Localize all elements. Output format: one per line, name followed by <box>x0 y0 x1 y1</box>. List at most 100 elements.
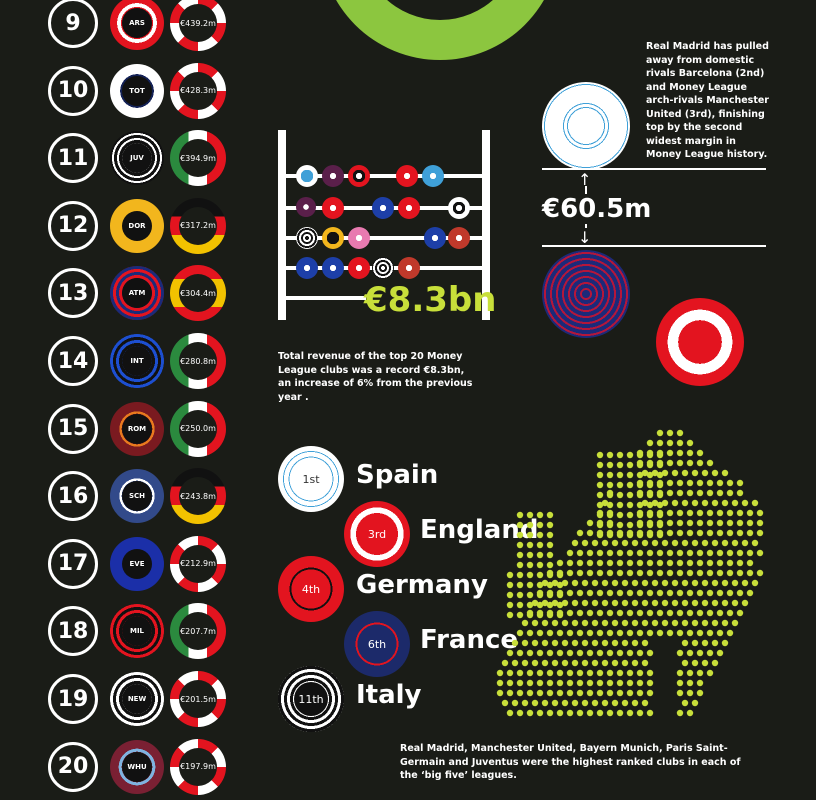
map-dot <box>616 669 624 677</box>
map-dot <box>626 709 634 717</box>
map-dot <box>596 521 604 529</box>
arrow-up-icon: ↑ <box>578 170 592 189</box>
map-dot <box>616 689 624 697</box>
map-dot <box>581 579 589 587</box>
map-dot <box>686 709 694 717</box>
map-dot <box>621 599 629 607</box>
map-dot <box>581 659 589 667</box>
map-dot <box>516 581 524 589</box>
revenue-badge: €207.7m <box>170 603 226 660</box>
spain-badge <box>278 446 344 512</box>
map-dot <box>636 521 644 529</box>
rank-number: 17 <box>48 538 98 589</box>
map-dot <box>536 669 544 677</box>
club-code: JUV <box>122 143 152 174</box>
man-utd-badge <box>656 298 744 386</box>
map-dot <box>591 639 599 647</box>
map-dot <box>506 581 514 589</box>
map-dot <box>671 499 679 507</box>
map-dot <box>616 481 624 489</box>
map-dot <box>566 709 574 717</box>
map-dot <box>676 709 684 717</box>
map-dot <box>606 471 614 479</box>
map-dot <box>716 519 724 527</box>
club-badge: MIL <box>110 604 164 659</box>
map-dot <box>746 549 754 557</box>
germany-label: Germany <box>356 570 488 600</box>
map-dot <box>746 529 754 537</box>
map-dot <box>661 619 669 627</box>
map-dot <box>586 519 594 527</box>
map-dot <box>546 689 554 697</box>
map-dot <box>516 611 524 619</box>
map-dot <box>676 519 684 527</box>
rank-number: 10 <box>48 65 98 116</box>
map-dot <box>626 629 634 637</box>
map-dot <box>561 619 569 627</box>
revenue-value: €439.2m <box>179 4 217 42</box>
map-dot <box>616 629 624 637</box>
map-dot <box>656 559 664 567</box>
map-dot <box>706 609 714 617</box>
map-dot <box>676 559 684 567</box>
map-dot <box>576 609 584 617</box>
map-dot <box>716 509 724 517</box>
map-dot <box>591 619 599 627</box>
club-badge: ROM <box>110 401 164 456</box>
club-badge: SCH <box>110 469 164 524</box>
map-dot <box>626 511 634 519</box>
map-dot <box>626 679 634 687</box>
map-dot <box>616 559 624 567</box>
map-dot <box>631 659 639 667</box>
map-dot <box>611 579 619 587</box>
map-dot <box>626 471 634 479</box>
map-dot <box>721 579 729 587</box>
map-dot <box>731 539 739 547</box>
map-dot <box>646 649 654 657</box>
map-dot <box>556 601 564 609</box>
map-dot <box>756 509 764 517</box>
map-dot <box>731 599 739 607</box>
map-dot <box>681 539 689 547</box>
map-dot <box>676 679 684 687</box>
rank-number: 16 <box>48 471 98 522</box>
map-dot <box>651 499 659 507</box>
map-dot <box>701 619 709 627</box>
map-dot <box>606 451 614 459</box>
map-dot <box>706 559 714 567</box>
map-dot <box>586 609 594 617</box>
map-dot <box>581 699 589 707</box>
map-dot <box>556 571 564 579</box>
map-dot <box>686 559 694 567</box>
map-dot <box>546 521 554 529</box>
map-dot <box>746 569 754 577</box>
rank-number: 15 <box>48 403 98 454</box>
revenue-value: €317.2m <box>179 206 217 245</box>
map-dot <box>666 549 674 557</box>
map-dot <box>636 549 644 557</box>
map-dot <box>666 559 674 567</box>
map-dot <box>756 569 764 577</box>
map-dot <box>546 571 554 579</box>
map-dot <box>641 699 649 707</box>
map-dot <box>666 589 674 597</box>
map-dot <box>736 559 744 567</box>
map-dot <box>606 511 614 519</box>
rank-number: 19 <box>48 674 98 724</box>
map-dot <box>656 569 664 577</box>
map-dot <box>516 551 524 559</box>
map-dot <box>606 461 614 469</box>
map-dot <box>506 709 514 717</box>
map-dot <box>656 461 664 469</box>
map-dot <box>606 649 614 657</box>
map-dot <box>701 599 709 607</box>
map-dot <box>546 679 554 687</box>
club-code: SCH <box>122 481 152 512</box>
map-dot <box>606 689 614 697</box>
map-dot <box>546 649 554 657</box>
map-dot <box>756 549 764 557</box>
map-dot <box>546 601 554 609</box>
map-dot <box>706 629 714 637</box>
map-dot <box>706 489 714 497</box>
map-dot <box>566 679 574 687</box>
